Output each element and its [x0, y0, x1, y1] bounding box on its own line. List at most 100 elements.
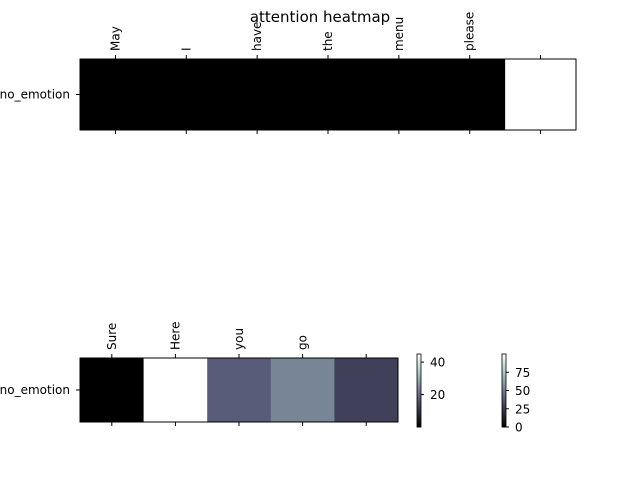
colorbar-segment: [502, 410, 506, 413]
heatmap-cell: [207, 358, 272, 422]
colorbar-frame: [416, 353, 422, 428]
colorbar-segment: [417, 425, 421, 428]
colorbar-segment: [502, 390, 506, 393]
colorbar-segment: [502, 425, 506, 428]
colorbar-segment: [417, 372, 421, 375]
heatmap-cell: [143, 358, 208, 422]
colorbar-segment: [417, 375, 421, 379]
colorbar-segment: [502, 401, 506, 404]
column-label: go: [296, 335, 310, 350]
colorbar-segment: [417, 394, 421, 397]
colorbar-segment: [502, 375, 506, 379]
colorbar-segment: [417, 392, 421, 395]
colorbar-segment: [502, 388, 506, 391]
heatmap-cell: [80, 59, 152, 130]
colorbar-segment: [502, 359, 506, 362]
colorbar-segment: [502, 412, 506, 415]
colorbar-segment: [417, 401, 421, 404]
colorbar-segment: [417, 414, 421, 417]
colorbar-segment: [502, 416, 506, 419]
colorbar-segment: [417, 383, 421, 386]
colorbar-segment: [417, 403, 421, 406]
colorbar-segment: [502, 372, 506, 375]
colorbar-segment: [502, 405, 506, 408]
colorbar-segment: [417, 381, 421, 384]
colorbar-segment: [502, 383, 506, 386]
colorbar-segment: [502, 392, 506, 395]
heatmap-panel-2: no_emotion Sure Here you go 20 40: [0, 322, 445, 428]
colorbar-segment: [417, 357, 421, 360]
colorbar-segment: [417, 363, 421, 366]
colorbar-segment: [502, 366, 506, 370]
colorbar-segment: [502, 406, 506, 410]
column-label: have: [250, 22, 264, 51]
column-label: Sure: [105, 323, 119, 350]
colorbar-segment: [502, 408, 506, 412]
colorbar-segment: [417, 385, 421, 388]
colorbar-segment: [417, 417, 421, 421]
colorbar-segment: [417, 368, 421, 371]
colorbar-segment: [417, 386, 421, 390]
heatmap-cell: [150, 59, 223, 130]
colorbar-segment: [502, 423, 506, 426]
colorbar-segment: [417, 399, 421, 402]
colorbar-segment: [417, 370, 421, 373]
colorbar-segment: [417, 359, 421, 362]
colorbar-tick-label: 50: [515, 384, 530, 398]
colorbar-segment: [502, 355, 506, 359]
colorbar-segment: [502, 361, 506, 364]
heatmap-cell: [505, 59, 577, 130]
colorbar-segment: [502, 417, 506, 421]
colorbar-segment: [502, 377, 506, 381]
colorbar-segment: [417, 397, 421, 401]
colorbar-segment: [502, 399, 506, 402]
colorbar-segment: [502, 368, 506, 371]
colorbar-segment: [502, 357, 506, 360]
colorbar-segment: [417, 412, 421, 415]
figure-title: attention heatmap: [250, 8, 390, 26]
colorbar-segment: [417, 364, 421, 368]
colorbar-segment: [502, 397, 506, 401]
colorbar-segment: [502, 421, 506, 424]
column-label: May: [108, 26, 122, 51]
colorbar-segment: [417, 408, 421, 412]
colorbar-segment: [417, 379, 421, 382]
column-label: I: [179, 47, 193, 51]
heatmap-cell: [80, 358, 145, 422]
colorbar-tick-label: 40: [430, 356, 445, 370]
colorbar-segment: [502, 386, 506, 390]
heatmap-cell: [434, 59, 506, 130]
colorbar-segment: [417, 406, 421, 410]
colorbar-segment: [417, 374, 421, 377]
colorbar-segment: [502, 419, 506, 423]
colorbar-segment: [502, 394, 506, 397]
heatmap-cell: [221, 59, 294, 130]
column-label: please: [463, 12, 477, 51]
colorbar-segment: [417, 410, 421, 413]
colorbar-segment: [417, 388, 421, 391]
colorbar-segment: [417, 361, 421, 364]
colorbar-tick-label: 20: [430, 388, 445, 402]
row-label: no_emotion: [0, 383, 70, 397]
colorbar-segment: [502, 385, 506, 388]
colorbar-segment: [417, 419, 421, 423]
colorbar-tick-label: 25: [515, 402, 530, 416]
colorbar-segment: [502, 354, 506, 357]
colorbar-segment: [502, 395, 506, 399]
colorbar-segment: [502, 381, 506, 384]
colorbar-segment: [502, 414, 506, 417]
colorbar-segment: [502, 374, 506, 377]
colorbar-segment: [417, 416, 421, 419]
colorbar-segment: [502, 403, 506, 406]
colorbar-segment: [417, 395, 421, 399]
colorbar-segment: [502, 370, 506, 373]
colorbar-segment: [417, 421, 421, 424]
heatmap-cell: [270, 358, 335, 422]
colorbar-segment: [417, 405, 421, 408]
heatmap-cell: [292, 59, 364, 130]
column-label: menu: [392, 17, 406, 51]
colorbar-segment: [502, 379, 506, 382]
heatmap-cell: [334, 358, 399, 422]
